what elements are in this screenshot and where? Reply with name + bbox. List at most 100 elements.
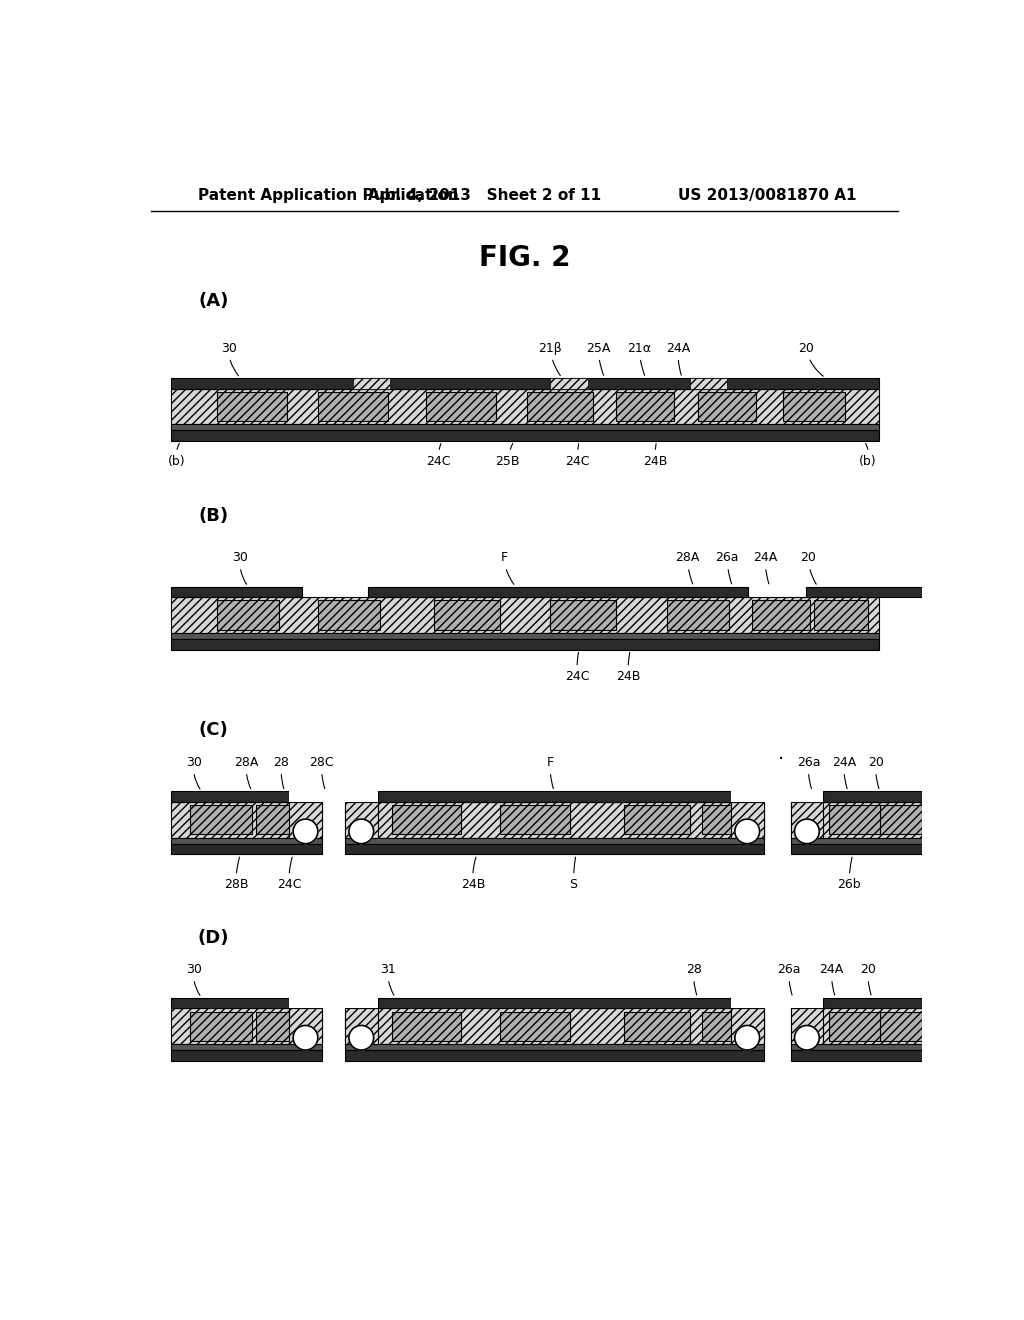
Text: (A): (A) — [198, 292, 228, 310]
Text: 24C: 24C — [426, 444, 451, 467]
Text: 26a: 26a — [716, 552, 739, 583]
Bar — [345, 998, 378, 1008]
Text: 28A: 28A — [234, 756, 259, 789]
Bar — [289, 998, 322, 1008]
Bar — [171, 792, 289, 803]
Bar — [171, 843, 322, 854]
Bar — [701, 805, 764, 834]
Bar — [550, 378, 588, 388]
Text: FIG. 2: FIG. 2 — [479, 244, 570, 272]
Text: 26a: 26a — [777, 964, 801, 995]
Text: 28B: 28B — [224, 857, 249, 891]
Bar — [289, 792, 322, 803]
Text: 21α: 21α — [628, 342, 651, 375]
Bar — [791, 837, 927, 843]
Text: 28: 28 — [686, 964, 701, 995]
Text: 24A: 24A — [667, 342, 690, 375]
Bar — [731, 792, 764, 803]
Circle shape — [735, 820, 760, 843]
Bar — [345, 1008, 378, 1044]
Text: 25B: 25B — [496, 444, 520, 467]
Bar — [791, 1044, 927, 1051]
Bar — [345, 803, 378, 838]
Bar — [345, 803, 764, 838]
Circle shape — [293, 1026, 317, 1049]
Text: (b): (b) — [859, 444, 877, 467]
Bar — [345, 837, 764, 843]
Bar — [791, 843, 927, 854]
Bar — [616, 392, 675, 421]
Bar — [345, 1051, 764, 1061]
Bar — [500, 805, 569, 834]
Bar — [171, 837, 322, 843]
Bar — [345, 1008, 764, 1044]
Text: 24C: 24C — [565, 444, 590, 467]
Bar — [190, 1011, 252, 1040]
Text: 30: 30 — [186, 756, 202, 789]
Bar — [806, 586, 922, 597]
Bar — [256, 805, 302, 834]
Bar — [823, 792, 927, 803]
Text: 28A: 28A — [676, 552, 699, 583]
Bar — [369, 586, 748, 597]
Bar — [667, 601, 729, 630]
Bar — [171, 586, 302, 597]
Bar — [217, 601, 280, 630]
Bar — [500, 1011, 569, 1040]
Text: 30: 30 — [232, 552, 248, 585]
Text: US 2013/0081870 A1: US 2013/0081870 A1 — [678, 187, 856, 203]
Text: 24B: 24B — [643, 444, 668, 467]
Bar — [171, 378, 879, 388]
Bar — [171, 388, 879, 424]
Bar — [624, 1011, 690, 1040]
Bar — [391, 1011, 461, 1040]
Bar — [171, 998, 289, 1008]
Bar — [829, 1011, 891, 1040]
Circle shape — [349, 1026, 374, 1049]
Text: 20: 20 — [798, 342, 823, 376]
Bar — [791, 1008, 927, 1044]
Bar — [814, 601, 868, 630]
Text: 28: 28 — [273, 756, 290, 788]
Bar — [289, 803, 322, 838]
Bar — [791, 803, 927, 838]
Text: (D): (D) — [198, 929, 229, 948]
Text: ·: · — [778, 750, 784, 770]
Bar — [171, 1008, 322, 1044]
Bar — [426, 392, 496, 421]
Text: 30: 30 — [186, 964, 202, 995]
Text: 20: 20 — [860, 964, 877, 995]
Bar — [378, 792, 731, 803]
Text: S: S — [569, 857, 578, 891]
Bar — [345, 1044, 764, 1051]
Text: F: F — [547, 756, 554, 789]
Text: 24B: 24B — [461, 857, 485, 891]
Bar — [289, 1008, 322, 1044]
Bar — [352, 378, 390, 388]
Bar — [701, 1011, 764, 1040]
Text: (b): (b) — [168, 444, 185, 467]
Bar — [823, 998, 927, 1008]
Text: (C): (C) — [199, 721, 228, 739]
Bar — [171, 597, 879, 632]
Bar — [550, 601, 616, 630]
Bar — [190, 805, 252, 834]
Text: 28C: 28C — [309, 756, 334, 789]
Bar — [171, 424, 879, 430]
Bar — [791, 1051, 927, 1061]
Text: 24A: 24A — [831, 756, 856, 789]
Bar — [217, 392, 287, 421]
Text: 30: 30 — [221, 342, 239, 376]
Bar — [731, 998, 764, 1008]
Bar — [791, 1008, 823, 1044]
Bar — [171, 1044, 322, 1051]
Bar — [829, 805, 891, 834]
Text: F: F — [501, 552, 514, 585]
Circle shape — [795, 820, 819, 843]
Text: 24C: 24C — [276, 857, 301, 891]
Text: Patent Application Publication: Patent Application Publication — [198, 187, 459, 203]
Bar — [434, 601, 500, 630]
Text: (B): (B) — [199, 507, 228, 525]
Bar — [690, 378, 727, 388]
Bar — [345, 792, 378, 803]
